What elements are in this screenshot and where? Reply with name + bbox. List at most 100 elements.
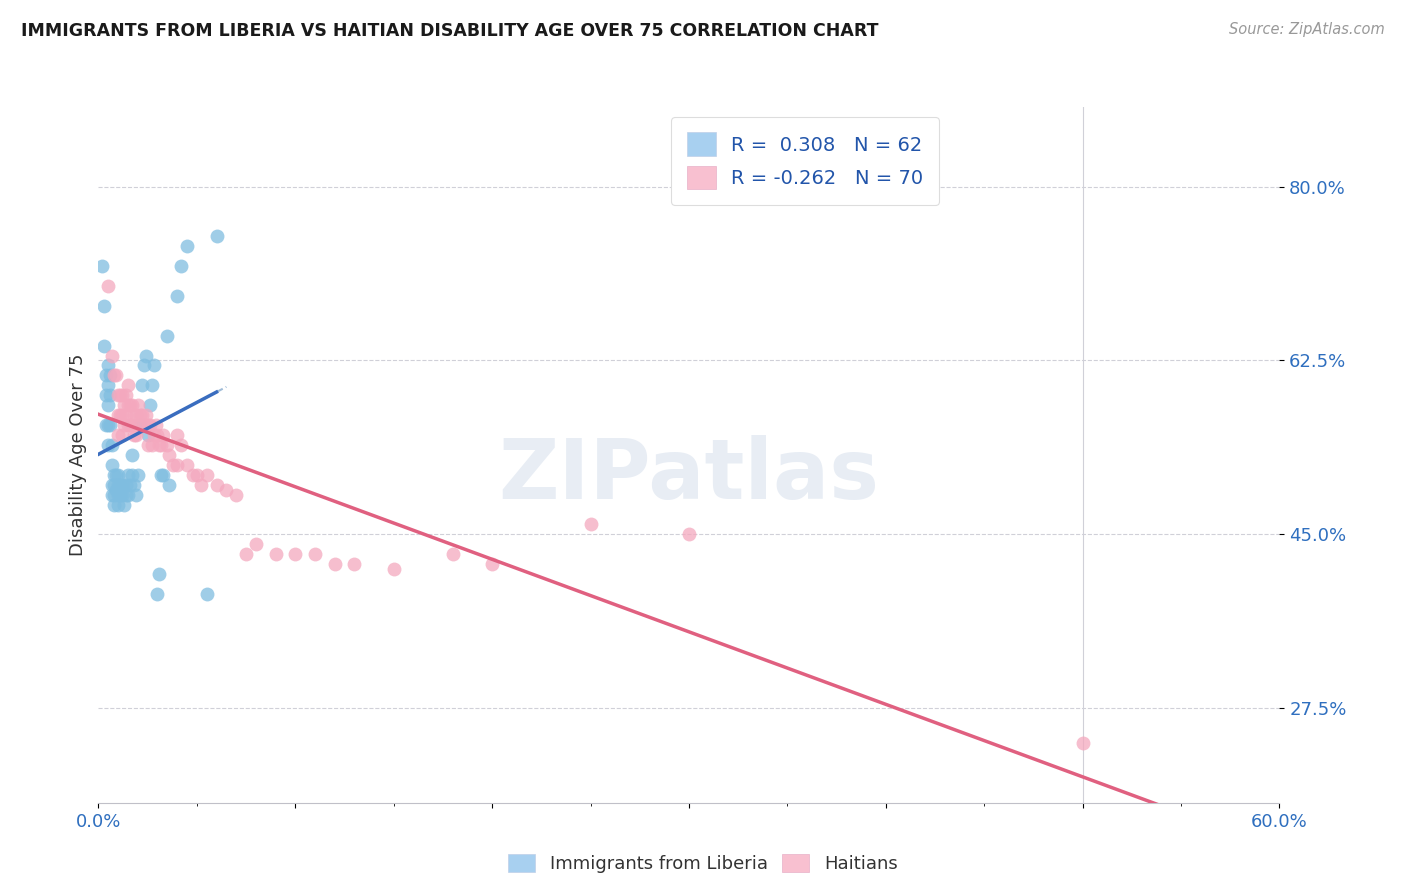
- Point: [91, 259, 114, 273]
- Point: [107, 488, 129, 502]
- Point: [103, 488, 125, 502]
- Point: [166, 428, 188, 442]
- Point: [157, 477, 180, 491]
- Point: [245, 537, 267, 551]
- Point: [118, 477, 141, 491]
- Point: [117, 488, 139, 502]
- Point: [105, 467, 128, 482]
- Point: [108, 488, 131, 502]
- Point: [115, 408, 138, 422]
- Point: [101, 488, 124, 502]
- Point: [141, 438, 163, 452]
- Point: [112, 498, 135, 512]
- Point: [101, 438, 124, 452]
- Point: [111, 477, 134, 491]
- Point: [131, 378, 153, 392]
- Point: [117, 378, 139, 392]
- Point: [128, 408, 150, 422]
- Point: [93, 338, 115, 352]
- Point: [157, 448, 180, 462]
- Point: [105, 483, 128, 497]
- Point: [264, 547, 287, 561]
- Point: [141, 378, 163, 392]
- Point: [132, 359, 155, 373]
- Point: [108, 408, 131, 422]
- Point: [111, 388, 134, 402]
- Point: [136, 418, 159, 433]
- Point: [111, 408, 134, 422]
- Point: [118, 398, 141, 412]
- Point: [127, 467, 149, 482]
- Point: [103, 477, 125, 491]
- Text: ZIPatlas: ZIPatlas: [499, 435, 879, 516]
- Point: [186, 467, 208, 482]
- Text: IMMIGRANTS FROM LIBERIA VS HAITIAN DISABILITY AGE OVER 75 CORRELATION CHART: IMMIGRANTS FROM LIBERIA VS HAITIAN DISAB…: [21, 22, 879, 40]
- Point: [118, 418, 141, 433]
- Point: [162, 458, 184, 472]
- Point: [115, 388, 138, 402]
- Point: [97, 378, 120, 392]
- Y-axis label: Disability Age Over 75: Disability Age Over 75: [69, 353, 87, 557]
- Point: [156, 328, 179, 343]
- Point: [101, 349, 124, 363]
- Point: [579, 517, 602, 532]
- Point: [125, 488, 148, 502]
- Point: [107, 477, 129, 491]
- Point: [128, 418, 150, 433]
- Point: [112, 398, 135, 412]
- Legend: Immigrants from Liberia, Haitians: Immigrants from Liberia, Haitians: [499, 845, 907, 882]
- Point: [146, 428, 169, 442]
- Point: [98, 388, 121, 402]
- Point: [115, 488, 138, 502]
- Point: [170, 259, 193, 273]
- Point: [150, 438, 173, 452]
- Point: [138, 398, 160, 412]
- Text: Source: ZipAtlas.com: Source: ZipAtlas.com: [1229, 22, 1385, 37]
- Point: [152, 428, 174, 442]
- Point: [235, 547, 257, 561]
- Point: [205, 229, 228, 244]
- Point: [93, 299, 115, 313]
- Point: [107, 428, 129, 442]
- Point: [121, 467, 143, 482]
- Point: [117, 467, 139, 482]
- Point: [176, 458, 198, 472]
- Point: [135, 349, 157, 363]
- Point: [135, 408, 157, 422]
- Point: [145, 418, 167, 433]
- Point: [108, 388, 131, 402]
- Point: [107, 498, 129, 512]
- Point: [323, 558, 346, 572]
- Point: [132, 418, 155, 433]
- Point: [103, 368, 125, 383]
- Point: [101, 458, 124, 472]
- Point: [131, 408, 153, 422]
- Point: [481, 558, 503, 572]
- Point: [225, 488, 247, 502]
- Point: [150, 467, 173, 482]
- Legend: R =  0.308   N = 62, R = -0.262   N = 70: R = 0.308 N = 62, R = -0.262 N = 70: [671, 117, 939, 205]
- Point: [138, 418, 160, 433]
- Point: [122, 477, 145, 491]
- Point: [103, 498, 125, 512]
- Point: [166, 289, 188, 303]
- Point: [176, 239, 198, 253]
- Point: [156, 438, 179, 452]
- Point: [146, 587, 169, 601]
- Point: [304, 547, 326, 561]
- Point: [122, 428, 145, 442]
- Point: [97, 359, 120, 373]
- Point: [127, 418, 149, 433]
- Point: [382, 562, 405, 576]
- Point: [107, 467, 129, 482]
- Point: [170, 438, 193, 452]
- Point: [125, 428, 148, 442]
- Point: [117, 398, 139, 412]
- Point: [111, 428, 134, 442]
- Point: [122, 408, 145, 422]
- Point: [142, 428, 165, 442]
- Point: [105, 368, 128, 383]
- Point: [678, 527, 700, 541]
- Point: [148, 438, 170, 452]
- Point: [97, 279, 120, 293]
